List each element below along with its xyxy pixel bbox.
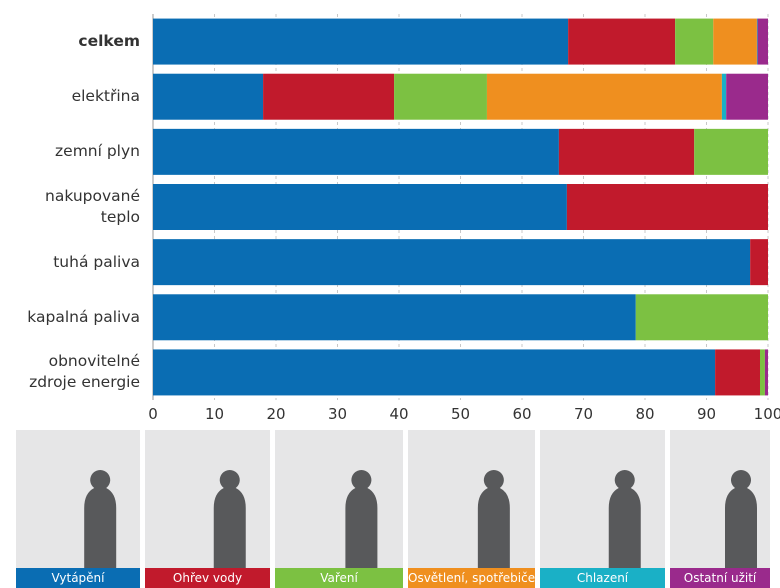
legend-icon: [608, 470, 641, 568]
legend-swatch: [16, 568, 140, 588]
legend-swatch: [540, 568, 665, 588]
legend-panel: [16, 430, 140, 568]
bar-segment: [764, 349, 768, 396]
x-tick-label: 40: [389, 405, 408, 423]
bar-segment: [721, 73, 727, 120]
bar-segment: [694, 128, 768, 175]
x-tick-label: 80: [635, 405, 654, 423]
legend-panel: [145, 430, 270, 568]
bar-segment: [726, 73, 768, 120]
bar-segment: [750, 239, 768, 286]
bar-segment: [486, 73, 722, 120]
legend-swatch: [408, 568, 535, 588]
x-tick-label: 30: [328, 405, 347, 423]
x-tick-label: 90: [697, 405, 716, 423]
bar-segment: [757, 18, 768, 65]
legend-label: Ohřev vody: [172, 571, 243, 585]
bar-segment: [566, 184, 768, 230]
legend-swatch: [275, 568, 403, 588]
bar-segment: [153, 128, 559, 175]
legend-label: Chlazení: [576, 571, 629, 585]
x-tick-label: 10: [205, 405, 224, 423]
category-label: elektřina: [71, 87, 140, 106]
bar-segment: [153, 184, 567, 230]
category-label: celkem: [78, 32, 140, 51]
bar-segment: [394, 73, 487, 120]
legend-icon: [725, 470, 757, 568]
legend-icon: [477, 470, 510, 568]
bar-segment: [153, 294, 636, 341]
bar-segment: [263, 73, 395, 120]
legend-label: Vytápění: [51, 571, 105, 585]
bar-segment: [568, 18, 676, 65]
category-label: nakupované teplo: [45, 187, 140, 226]
bar-segment: [713, 18, 757, 65]
legend-swatch: [145, 568, 270, 588]
bar-segment: [153, 349, 716, 396]
x-tick-label: 50: [451, 405, 470, 423]
x-tick-label: 0: [148, 405, 158, 423]
legend-panel: [540, 430, 665, 568]
x-tick-label: 100: [754, 405, 780, 423]
bar-segment: [715, 349, 761, 396]
legend-panel: [275, 430, 403, 568]
category-label: obnovitelné zdroje energie: [29, 352, 140, 392]
bar-segment: [760, 349, 765, 396]
bar-segment: [756, 18, 758, 65]
legend-panel: [408, 430, 535, 568]
bar-segment: [153, 73, 264, 120]
legend-label: Vaření: [320, 571, 358, 585]
bar-segment: [558, 128, 695, 175]
legend-label: Osvětlení, spotřebiče: [408, 571, 535, 585]
legend-icon: [84, 470, 117, 568]
category-label: kapalná paliva: [27, 307, 140, 326]
legend-swatch: [670, 568, 770, 588]
legend-label: Ostatní užití: [683, 571, 757, 585]
x-tick-label: 20: [266, 405, 285, 423]
x-tick-label: 60: [512, 405, 531, 423]
bar-segment: [635, 294, 768, 341]
x-tick-label: 70: [574, 405, 593, 423]
bar-segment: [153, 239, 751, 286]
bar-segment: [153, 18, 569, 65]
legend-icon: [213, 470, 246, 568]
bar-segment: [675, 18, 714, 65]
category-label: zemní plyn: [55, 142, 140, 161]
legend-icon: [345, 470, 378, 568]
category-label: tuhá paliva: [53, 252, 140, 271]
